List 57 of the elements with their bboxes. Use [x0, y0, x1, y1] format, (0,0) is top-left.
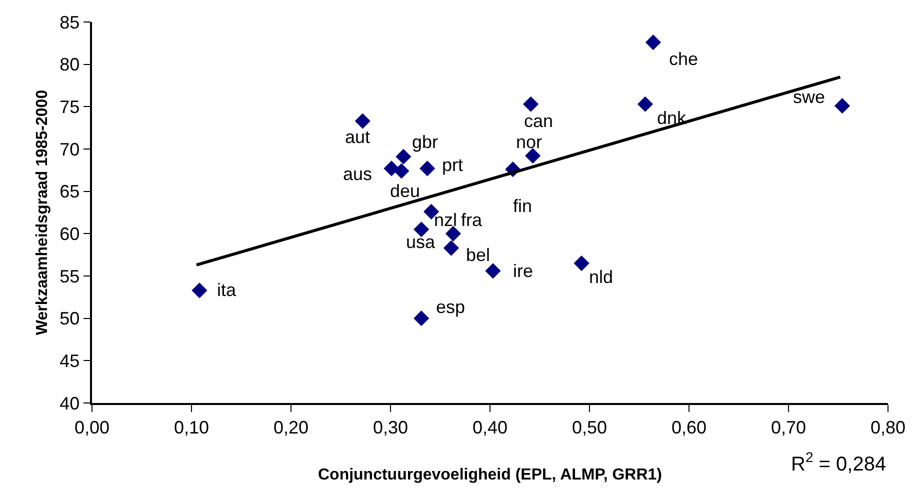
annotation: ita — [217, 280, 237, 300]
annotation: aut — [345, 127, 370, 147]
y-tick-label: 65 — [60, 182, 80, 202]
y-tick-label: 40 — [60, 393, 80, 414]
x-tick-label: 0,00 — [74, 417, 110, 438]
annotation: gbr — [412, 132, 438, 152]
point — [524, 148, 541, 164]
annotation: can — [524, 111, 554, 131]
point — [485, 263, 501, 279]
y-tick-label: 70 — [60, 139, 80, 160]
x-tick-label: 0,20 — [273, 417, 309, 438]
y-tick-label: 55 — [60, 266, 80, 286]
annotation: esp — [436, 297, 466, 317]
point — [192, 282, 208, 298]
point — [523, 96, 539, 112]
point — [574, 256, 590, 272]
annotation: swe — [793, 87, 826, 107]
y-tick-label: 60 — [60, 224, 80, 244]
point — [414, 222, 430, 238]
point — [414, 310, 430, 326]
point — [354, 113, 370, 129]
point — [645, 34, 661, 50]
annotation: bel — [466, 245, 490, 265]
text: R$^{2}$ = 0,284 — [791, 449, 886, 476]
y-tick-label: 75 — [60, 96, 80, 117]
annotation: nld — [589, 267, 614, 287]
annotation: deu — [390, 181, 420, 201]
annotation: che — [669, 49, 698, 69]
point — [396, 148, 412, 164]
annotation: aus — [343, 164, 372, 184]
annotation: ire — [513, 261, 534, 281]
point — [394, 163, 410, 179]
x-tick-label: 0,50 — [572, 417, 608, 438]
annotation: usa — [406, 232, 436, 252]
y-tick-label: 80 — [60, 54, 80, 75]
annotation: fin — [513, 196, 532, 216]
x-tick-label: 0,40 — [472, 417, 508, 438]
annotation: nzl — [434, 210, 458, 230]
annotation: fra — [461, 210, 483, 230]
y-axis-title: Werkzaamheidsgraad 1985-2000 — [34, 90, 52, 336]
x-tick-label: 0,70 — [770, 417, 806, 438]
y-tick-label: 45 — [60, 350, 80, 371]
point — [443, 240, 459, 256]
x-axis-title: Conjunctuurgevoeligheid (EPL, ALMP, GRR1) — [318, 466, 662, 484]
point — [420, 160, 436, 176]
annotation: prt — [442, 155, 464, 175]
x-tick-label: 0,30 — [372, 417, 408, 438]
annotation: dnk — [657, 108, 688, 128]
point — [445, 226, 461, 242]
y-tick-label: 50 — [60, 308, 80, 329]
x-tick-label: 0,80 — [870, 417, 906, 438]
point — [637, 96, 654, 112]
x-tick-label: 0,60 — [671, 417, 707, 438]
point — [834, 98, 850, 114]
annotation: nor — [516, 132, 542, 152]
y-tick-label: 85 — [60, 12, 80, 32]
x-tick-label: 0,10 — [174, 417, 210, 438]
